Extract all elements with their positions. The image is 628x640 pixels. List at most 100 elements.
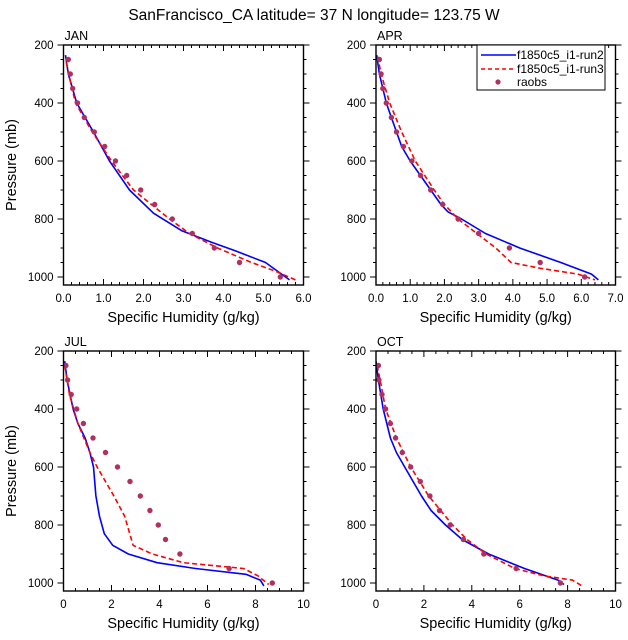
- raobs-point: [67, 71, 74, 77]
- y-tick-label: 200: [347, 40, 366, 52]
- y-tick-label: 200: [34, 40, 53, 52]
- plot-frame-jan: [62, 44, 305, 286]
- raobs-point: [417, 478, 423, 485]
- raobs-point: [460, 536, 467, 543]
- raobs-point: [513, 565, 519, 572]
- y-axis-label: Pressure (mb): [4, 425, 20, 517]
- raobs-point: [447, 522, 453, 528]
- legend-raobs-marker: [495, 79, 501, 85]
- y-tick-label: 600: [347, 462, 366, 474]
- series-line-f1850c5_i1-run3: [63, 365, 270, 586]
- x-axis-label: Specific Humidity (g/kg): [420, 616, 572, 632]
- x-tick-label: 2: [108, 599, 114, 611]
- legend: f1850c5_i1-run2 f1850c5_i1-run3 raobs: [476, 44, 606, 91]
- y-tick-label: 1000: [340, 578, 366, 590]
- x-tick-label: 6.0: [573, 293, 589, 305]
- raobs-point: [70, 85, 76, 92]
- plot-area-jan: [64, 54, 296, 281]
- raobs-point: [475, 230, 482, 237]
- panel-label-apr: APR: [377, 29, 403, 43]
- raobs-point: [399, 449, 405, 456]
- raobs-point: [440, 201, 446, 208]
- x-tick-label: 10: [609, 599, 622, 611]
- y-tick-label: 600: [34, 462, 53, 474]
- x-tick-label: 4: [469, 599, 476, 611]
- y-tick-label: 600: [347, 156, 366, 168]
- raobs-point: [74, 100, 81, 106]
- raobs-point: [177, 551, 183, 557]
- y-tick-label: 600: [34, 156, 53, 168]
- series-line-f1850c5_i1-run3: [65, 62, 296, 281]
- y-axis-label: Pressure (mb): [4, 119, 20, 211]
- x-tick-label: 10: [297, 599, 310, 611]
- raobs-point: [382, 406, 389, 412]
- x-axis-label: Specific Humidity (g/kg): [420, 310, 572, 326]
- x-tick-label: 0.0: [56, 293, 72, 305]
- raobs-point: [428, 187, 434, 193]
- raobs-point: [409, 158, 415, 164]
- x-axis-label: Specific Humidity (g/kg): [107, 616, 259, 632]
- raobs-point: [137, 493, 143, 499]
- x-tick-label: 2.0: [136, 293, 152, 305]
- raobs-point: [417, 172, 424, 179]
- panel-jul: JUL 0 2 4 6 8 10 200 400 600 800 1000 Specific Humid…: [4, 335, 310, 632]
- raobs-point: [65, 56, 72, 63]
- raobs-point: [90, 435, 96, 441]
- raobs-point: [481, 551, 487, 557]
- y-tick-label: 400: [34, 98, 53, 110]
- y-tick-label: 1000: [340, 272, 366, 284]
- raobs-point: [80, 420, 87, 427]
- series-line-f1850c5_i1-run2: [376, 360, 565, 586]
- x-tick-label: 3.0: [471, 293, 487, 305]
- x-tick-label: 6.0: [296, 293, 312, 305]
- raobs-point: [383, 100, 389, 106]
- raobs-point: [393, 129, 400, 135]
- y-tick-label: 400: [34, 404, 53, 416]
- raobs-point: [152, 201, 158, 208]
- raobs-point: [436, 507, 443, 514]
- x-tick-label: 2: [421, 599, 427, 611]
- raobs-point: [557, 580, 564, 586]
- raobs-point: [269, 580, 275, 586]
- series-line-f1850c5_i1-run2: [64, 54, 290, 281]
- panel-label-jan: JAN: [65, 29, 89, 43]
- raobs-point: [63, 362, 69, 369]
- y-tick-label: 800: [347, 520, 366, 532]
- panel-oct: OCT 0 2 4 6 8 10 200 400 600 800 1000 Specific Humid…: [340, 335, 621, 632]
- legend-run2-label: f1850c5_i1-run2: [517, 48, 604, 62]
- x-tick-label: 4.0: [216, 293, 232, 305]
- series-line-f1850c5_i1-run3: [376, 365, 583, 587]
- x-tick-label: 2.0: [436, 293, 452, 305]
- raobs-point: [455, 216, 461, 222]
- raobs-point: [236, 259, 243, 266]
- raobs-point: [380, 85, 386, 92]
- raobs-point: [211, 245, 217, 251]
- y-tick-label: 800: [34, 520, 53, 532]
- y-tick-label: 800: [347, 214, 366, 226]
- y-tick-label: 800: [34, 214, 53, 226]
- x-tick-label: 1.0: [402, 293, 418, 305]
- y-tick-label: 200: [347, 346, 366, 358]
- raobs-point: [376, 56, 383, 63]
- raobs-point: [127, 478, 133, 485]
- raobs-point: [387, 420, 394, 427]
- raobs-point: [81, 114, 88, 121]
- x-tick-label: 3.0: [176, 293, 192, 305]
- raobs-point: [427, 493, 433, 499]
- raobs-point: [74, 406, 80, 412]
- raobs-point: [138, 187, 144, 193]
- raobs-point: [114, 464, 121, 470]
- x-tick-label: 5.0: [539, 293, 555, 305]
- raobs-point: [582, 274, 588, 280]
- raobs-point: [379, 391, 385, 398]
- raobs-point: [408, 464, 414, 470]
- x-tick-label: 0: [60, 599, 66, 611]
- panel-label-jul: JUL: [65, 335, 87, 349]
- x-tick-label: 6: [516, 599, 522, 611]
- y-tick-label: 1000: [28, 578, 54, 590]
- x-tick-label: 4.0: [505, 293, 521, 305]
- chart-title: SanFrancisco_CA latitude= 37 N longitude…: [128, 7, 500, 24]
- raobs-point: [378, 71, 384, 77]
- raobs-point: [189, 230, 195, 237]
